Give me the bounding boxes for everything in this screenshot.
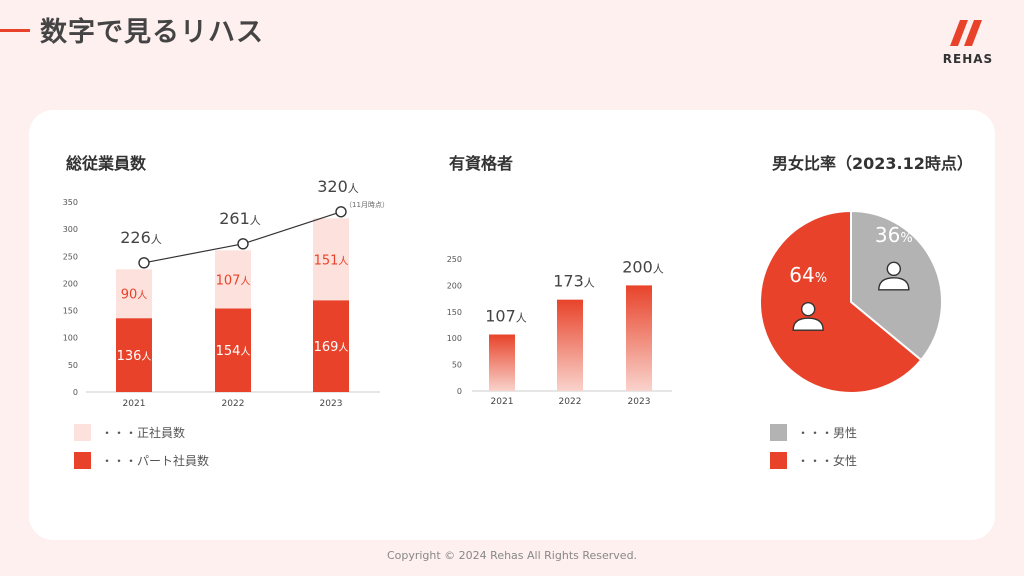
legend-swatch-seishain — [74, 424, 91, 441]
total-point-2022 — [237, 238, 249, 250]
legend-item-part: ・・・パート社員数 — [74, 452, 209, 469]
legend-label-female: ・・・女性 — [797, 454, 858, 468]
qualified-y-tick: 150 — [447, 308, 462, 317]
qualified-x-tick-2022: 2022 — [559, 397, 582, 407]
legend-label-part: ・・・パート社員数 — [101, 454, 210, 468]
total-point-2023 — [335, 206, 347, 218]
employees-chart-title: 総従業員数 — [66, 154, 147, 173]
qualified-y-tick: 100 — [447, 334, 462, 343]
male-person-icon-head — [886, 261, 902, 277]
part-bar-2021 — [116, 318, 152, 392]
total-label-2021: 226人 — [120, 228, 162, 247]
qualified-chart-title: 有資格者 — [449, 154, 514, 173]
rehas-logo-icon — [950, 20, 982, 46]
qualified-y-tick: 0 — [457, 387, 462, 396]
part-bar-2023 — [313, 300, 349, 392]
legend-item-male: ・・・男性 — [770, 424, 857, 441]
total-point-2021 — [138, 257, 150, 269]
employees-y-tick: 150 — [63, 307, 78, 316]
legend-label-seishain: ・・・正社員数 — [101, 426, 186, 440]
employees-y-tick: 300 — [63, 225, 78, 234]
part-value-label-2021: 136人 — [117, 349, 152, 364]
employees-x-tick-2023: 2023 — [320, 399, 343, 409]
seishain-value-label-2021: 90人 — [121, 288, 148, 303]
qualified-y-tick: 50 — [452, 361, 462, 370]
female-person-icon-head — [800, 301, 816, 317]
header-accent-rule — [0, 29, 30, 32]
male-person-icon-body — [878, 277, 910, 291]
legend-swatch-male — [770, 424, 787, 441]
qualified-value-label-2021: 107人 — [485, 307, 527, 326]
gender-chart-title: 男女比率（2023.12時点） — [772, 154, 973, 173]
page-title: 数字で見るリハス — [40, 17, 264, 48]
employees-y-tick: 0 — [73, 388, 78, 397]
qualified-y-tick: 200 — [447, 281, 462, 290]
logo-text: REHAS — [942, 52, 994, 66]
copyright: Copyright © 2024 Rehas All Rights Reserv… — [386, 549, 638, 562]
legend-label-male: ・・・男性 — [797, 426, 858, 440]
employees-y-tick: 250 — [63, 252, 78, 261]
part-value-label-2022: 154人 — [216, 344, 251, 359]
employees-y-tick: 350 — [63, 198, 78, 207]
legend-item-seishain: ・・・正社員数 — [74, 424, 185, 441]
employees-annotation: （11月時点） — [345, 201, 389, 209]
female-person-icon — [792, 301, 824, 331]
part-bar-2022 — [215, 308, 251, 392]
qualified-x-tick-2021: 2021 — [491, 397, 514, 407]
pie-label-女性: 64% — [789, 263, 827, 287]
employees-x-tick-2021: 2021 — [123, 399, 146, 409]
pie-label-男性: 36% — [875, 223, 913, 247]
qualified-bar-2023 — [626, 285, 652, 391]
part-value-label-2023: 169人 — [314, 340, 349, 355]
employees-y-tick: 100 — [63, 334, 78, 343]
qualified-bar-2021 — [489, 334, 515, 391]
qualified-value-label-2023: 200人 — [622, 257, 664, 276]
pie-slice-女性 — [759, 209, 923, 394]
qualified-y-tick: 250 — [447, 255, 462, 264]
total-label-2023: 320人 — [317, 177, 359, 196]
employees-y-tick: 200 — [63, 279, 78, 288]
seishain-value-label-2022: 107人 — [216, 273, 251, 288]
seishain-bar-2022 — [215, 250, 251, 309]
male-person-icon — [878, 261, 910, 291]
qualified-value-label-2022: 173人 — [553, 272, 595, 291]
employees-x-tick-2022: 2022 — [222, 399, 245, 409]
legend-swatch-female — [770, 452, 787, 469]
qualified-x-tick-2023: 2023 — [628, 397, 651, 407]
seishain-value-label-2023: 151人 — [314, 253, 349, 268]
total-label-2022: 261人 — [219, 209, 261, 228]
qualified-bar-2022 — [557, 299, 583, 391]
seishain-bar-2023 — [313, 218, 349, 301]
female-person-icon-body — [792, 317, 824, 331]
legend-swatch-part — [74, 452, 91, 469]
seishain-bar-2021 — [116, 269, 152, 319]
employees-y-tick: 50 — [68, 361, 78, 370]
legend-item-female: ・・・女性 — [770, 452, 857, 469]
